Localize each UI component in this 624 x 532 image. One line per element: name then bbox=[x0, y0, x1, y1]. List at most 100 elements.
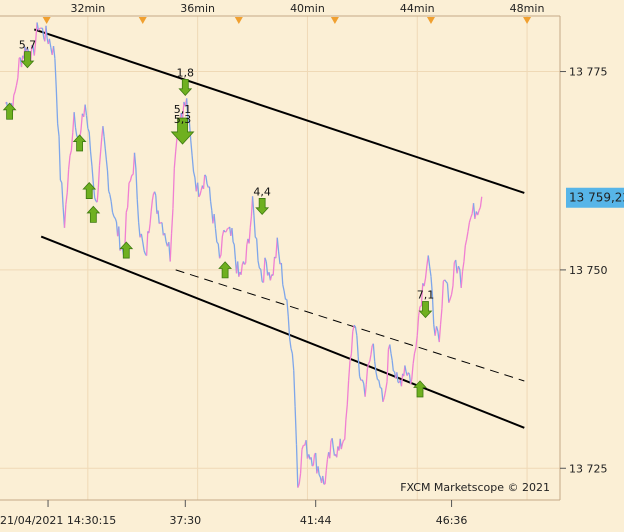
price-segment bbox=[370, 345, 373, 355]
price-segment bbox=[472, 203, 476, 219]
price-segment bbox=[137, 222, 141, 238]
price-segment bbox=[70, 132, 74, 151]
price-segment bbox=[89, 151, 93, 167]
price-segment bbox=[125, 207, 129, 213]
price-segment bbox=[88, 131, 92, 152]
price-segment bbox=[352, 324, 355, 332]
price-segment bbox=[54, 58, 57, 89]
price-segment bbox=[358, 376, 362, 381]
price-segment bbox=[340, 443, 344, 450]
price-segment bbox=[172, 168, 175, 209]
price-series bbox=[4, 22, 483, 488]
grid-lines bbox=[0, 16, 560, 500]
sell-signal-arrow[interactable] bbox=[255, 198, 270, 216]
price-segment bbox=[357, 356, 361, 377]
buy-signal-arrow[interactable] bbox=[86, 205, 101, 223]
price-segment bbox=[57, 123, 60, 137]
price-segment bbox=[208, 186, 212, 202]
price-segment bbox=[244, 262, 247, 265]
price-segment bbox=[404, 365, 407, 372]
price-segment bbox=[344, 419, 347, 440]
price-segment bbox=[431, 293, 435, 325]
price-segment bbox=[474, 211, 477, 219]
price-segment bbox=[375, 372, 379, 380]
price-segment bbox=[265, 261, 269, 276]
price-segment bbox=[233, 244, 237, 260]
price-segment bbox=[416, 315, 420, 336]
price-segment bbox=[297, 483, 300, 488]
price-segment bbox=[325, 459, 329, 471]
buy-signal-arrow[interactable] bbox=[2, 102, 17, 120]
price-segment bbox=[391, 360, 394, 372]
price-segment bbox=[251, 196, 255, 216]
price-segment bbox=[173, 151, 177, 169]
price-segment bbox=[92, 183, 96, 199]
signal-label: 5,1 bbox=[174, 103, 192, 116]
price-segment bbox=[449, 294, 453, 300]
price-segment bbox=[283, 290, 287, 300]
signal-arrows[interactable]: 5,7 1,8 5,15,3 4,4 7,1 bbox=[2, 39, 435, 398]
price-segment bbox=[365, 368, 369, 385]
price-segment bbox=[386, 349, 390, 382]
price-segment bbox=[448, 298, 451, 303]
buy-signal-arrow[interactable] bbox=[72, 134, 87, 152]
price-segment bbox=[140, 233, 144, 243]
price-segment bbox=[383, 390, 387, 398]
price-segment bbox=[13, 91, 16, 96]
price-segment bbox=[192, 171, 196, 178]
price-segment bbox=[52, 46, 56, 59]
buy-signal-arrow[interactable] bbox=[82, 181, 97, 199]
price-segment bbox=[41, 28, 45, 38]
price-segment bbox=[55, 88, 59, 124]
buy-signal-arrow[interactable] bbox=[218, 261, 233, 279]
price-segment bbox=[369, 354, 372, 362]
price-segment bbox=[31, 44, 34, 47]
price-segment bbox=[446, 283, 450, 303]
price-segment bbox=[126, 182, 130, 208]
price-segment bbox=[336, 446, 339, 458]
buy-signal-arrow[interactable] bbox=[119, 241, 134, 259]
price-segment bbox=[420, 283, 424, 306]
price-segment bbox=[128, 180, 131, 184]
price-segment bbox=[35, 22, 38, 42]
price-segment bbox=[97, 165, 101, 188]
time-marker bbox=[426, 17, 435, 24]
price-segment bbox=[294, 406, 298, 445]
price-segment bbox=[470, 213, 473, 218]
price-segment bbox=[347, 360, 351, 381]
price-segment bbox=[341, 440, 345, 444]
price-segment bbox=[67, 155, 71, 170]
sell-signal-arrow[interactable] bbox=[170, 117, 195, 145]
price-segment bbox=[419, 305, 422, 308]
price-segment bbox=[154, 191, 157, 196]
price-segment bbox=[145, 231, 149, 256]
price-segment bbox=[322, 475, 325, 485]
price-segment bbox=[237, 261, 240, 277]
price-segment bbox=[260, 269, 263, 282]
price-segment bbox=[110, 201, 114, 213]
price-segment bbox=[94, 197, 97, 202]
price-segment bbox=[450, 285, 454, 295]
price-segment bbox=[199, 190, 202, 196]
price-segment bbox=[356, 335, 359, 357]
sell-signal-arrow[interactable] bbox=[418, 301, 433, 319]
price-segment bbox=[151, 193, 155, 201]
x-axis-tick-label: 46:36 bbox=[436, 514, 468, 527]
price-segment bbox=[424, 265, 428, 279]
x-axis-tick-label: 21/04/2021 14:30:15 bbox=[0, 514, 116, 527]
price-segment bbox=[221, 230, 225, 237]
price-segment bbox=[149, 211, 152, 224]
sell-signal-arrow[interactable] bbox=[178, 79, 193, 97]
price-segment bbox=[393, 370, 395, 373]
price-segment bbox=[298, 473, 302, 485]
price-segment bbox=[186, 98, 189, 121]
price-segment bbox=[181, 101, 185, 120]
price-segment bbox=[349, 353, 353, 361]
price-segment bbox=[45, 25, 48, 39]
sell-signal-arrow[interactable] bbox=[20, 51, 35, 69]
buy-signal-arrow[interactable] bbox=[413, 380, 427, 398]
signal-label: 5,7 bbox=[19, 39, 37, 52]
price-segment bbox=[15, 77, 19, 86]
price-segment bbox=[108, 190, 111, 195]
